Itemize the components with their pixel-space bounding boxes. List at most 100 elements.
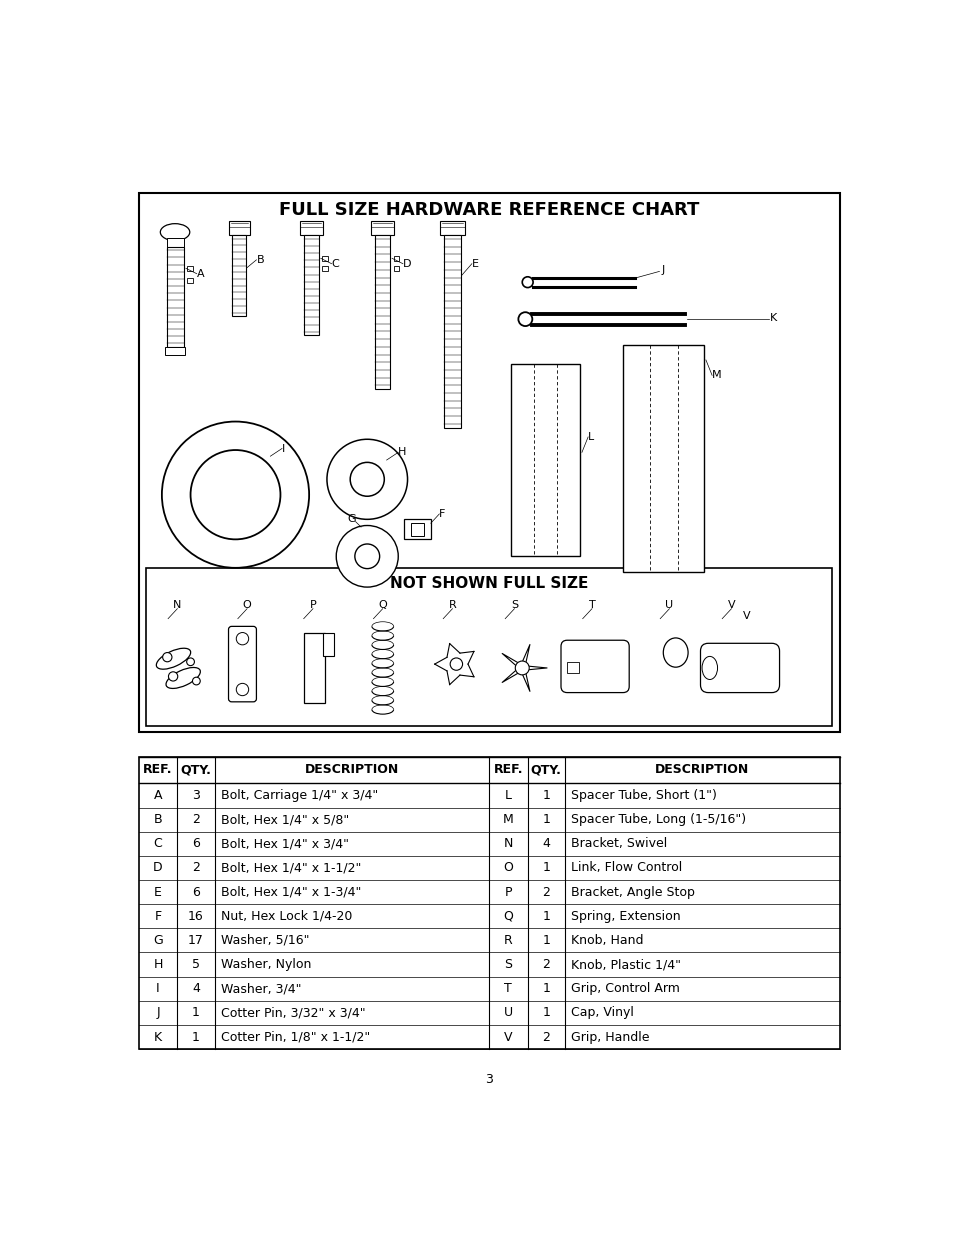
Text: Bolt, Hex 1/4" x 3/4": Bolt, Hex 1/4" x 3/4" [220,837,349,851]
Text: V: V [727,600,735,610]
Ellipse shape [662,638,687,667]
Text: Cotter Pin, 3/32" x 3/4": Cotter Pin, 3/32" x 3/4" [220,1007,365,1019]
Text: C: C [332,258,339,269]
FancyBboxPatch shape [229,626,256,701]
Text: 5: 5 [192,958,200,971]
Text: Knob, Hand: Knob, Hand [571,934,643,947]
Text: B: B [153,813,162,826]
Text: NOT SHOWN FULL SIZE: NOT SHOWN FULL SIZE [390,576,588,590]
Text: A: A [196,269,204,279]
Bar [443,235,460,427]
Circle shape [191,450,280,540]
Bar [229,221,250,235]
Text: Washer, 5/16": Washer, 5/16" [220,934,309,947]
Text: O: O [503,862,513,874]
Bar [394,266,398,272]
Text: Q: Q [503,910,513,923]
Text: H: H [153,958,163,971]
Text: J: J [661,264,664,275]
Text: K: K [153,1030,162,1044]
Text: M: M [502,813,513,826]
Bar [439,221,464,235]
Text: 2: 2 [541,958,550,971]
Bar [404,520,431,540]
Text: Spacer Tube, Long (1-5/16"): Spacer Tube, Long (1-5/16") [571,813,745,826]
Bar [394,256,398,262]
Ellipse shape [160,224,190,241]
Text: Bolt, Carriage 1/4" x 3/4": Bolt, Carriage 1/4" x 3/4" [220,789,377,802]
Text: T: T [504,982,512,995]
Circle shape [236,683,249,695]
Bar [323,634,334,656]
Text: E: E [153,885,162,899]
Text: 1: 1 [541,862,550,874]
Text: 1: 1 [541,934,550,947]
Text: P: P [504,885,512,899]
Text: 1: 1 [541,910,550,923]
Bar [187,266,193,272]
Text: Grip, Handle: Grip, Handle [571,1030,649,1044]
Text: S: S [511,600,517,610]
Text: 4: 4 [541,837,550,851]
Text: V: V [742,610,750,621]
Text: G: G [347,514,355,525]
Text: REF.: REF. [143,763,172,777]
Bar [411,524,423,536]
Text: Grip, Control Arm: Grip, Control Arm [571,982,679,995]
Ellipse shape [156,648,191,669]
Text: D: D [402,258,411,269]
Text: L: L [504,789,511,802]
Ellipse shape [166,667,200,688]
Text: F: F [154,910,161,923]
Text: Q: Q [378,600,387,610]
Text: Bracket, Swivel: Bracket, Swivel [571,837,667,851]
Text: Bracket, Angle Stop: Bracket, Angle Stop [571,885,694,899]
Circle shape [515,661,529,674]
FancyBboxPatch shape [560,640,629,693]
Text: Spring, Extension: Spring, Extension [571,910,680,923]
Text: 6: 6 [192,837,200,851]
Bar [146,568,831,726]
Circle shape [327,440,407,520]
Text: Washer, Nylon: Washer, Nylon [220,958,311,971]
Polygon shape [303,634,324,703]
Text: E: E [472,258,478,269]
Bar [187,278,193,283]
Circle shape [355,543,379,568]
Text: H: H [397,447,406,457]
Text: D: D [153,862,163,874]
Text: R: R [448,600,456,610]
Text: Cap, Vinyl: Cap, Vinyl [571,1007,634,1019]
Text: G: G [153,934,163,947]
Text: 17: 17 [188,934,204,947]
Text: 6: 6 [192,885,200,899]
Text: 16: 16 [188,910,204,923]
Text: 1: 1 [192,1030,200,1044]
Text: 1: 1 [541,982,550,995]
Text: Link, Flow Control: Link, Flow Control [571,862,681,874]
Text: FULL SIZE HARDWARE REFERENCE CHART: FULL SIZE HARDWARE REFERENCE CHART [279,201,699,219]
Text: QTY.: QTY. [180,763,212,777]
FancyBboxPatch shape [700,643,779,693]
Text: 1: 1 [541,813,550,826]
Text: I: I [156,982,160,995]
Text: S: S [504,958,512,971]
Text: DESCRIPTION: DESCRIPTION [304,763,398,777]
Text: Bolt, Hex 1/4" x 1-3/4": Bolt, Hex 1/4" x 1-3/4" [220,885,361,899]
Text: K: K [769,312,777,322]
Text: B: B [256,254,264,264]
Circle shape [517,312,532,326]
Text: 1: 1 [541,1007,550,1019]
Text: F: F [439,509,445,519]
Text: Washer, 3/4": Washer, 3/4" [220,982,301,995]
Text: 3: 3 [192,789,200,802]
Bar [567,662,578,673]
Text: U: U [665,600,673,610]
Text: 1: 1 [541,789,550,802]
Bar [371,221,394,235]
Text: U: U [503,1007,513,1019]
Text: QTY.: QTY. [530,763,561,777]
Text: 2: 2 [192,862,200,874]
Circle shape [521,277,533,288]
Text: Spacer Tube, Short (1"): Spacer Tube, Short (1") [571,789,717,802]
